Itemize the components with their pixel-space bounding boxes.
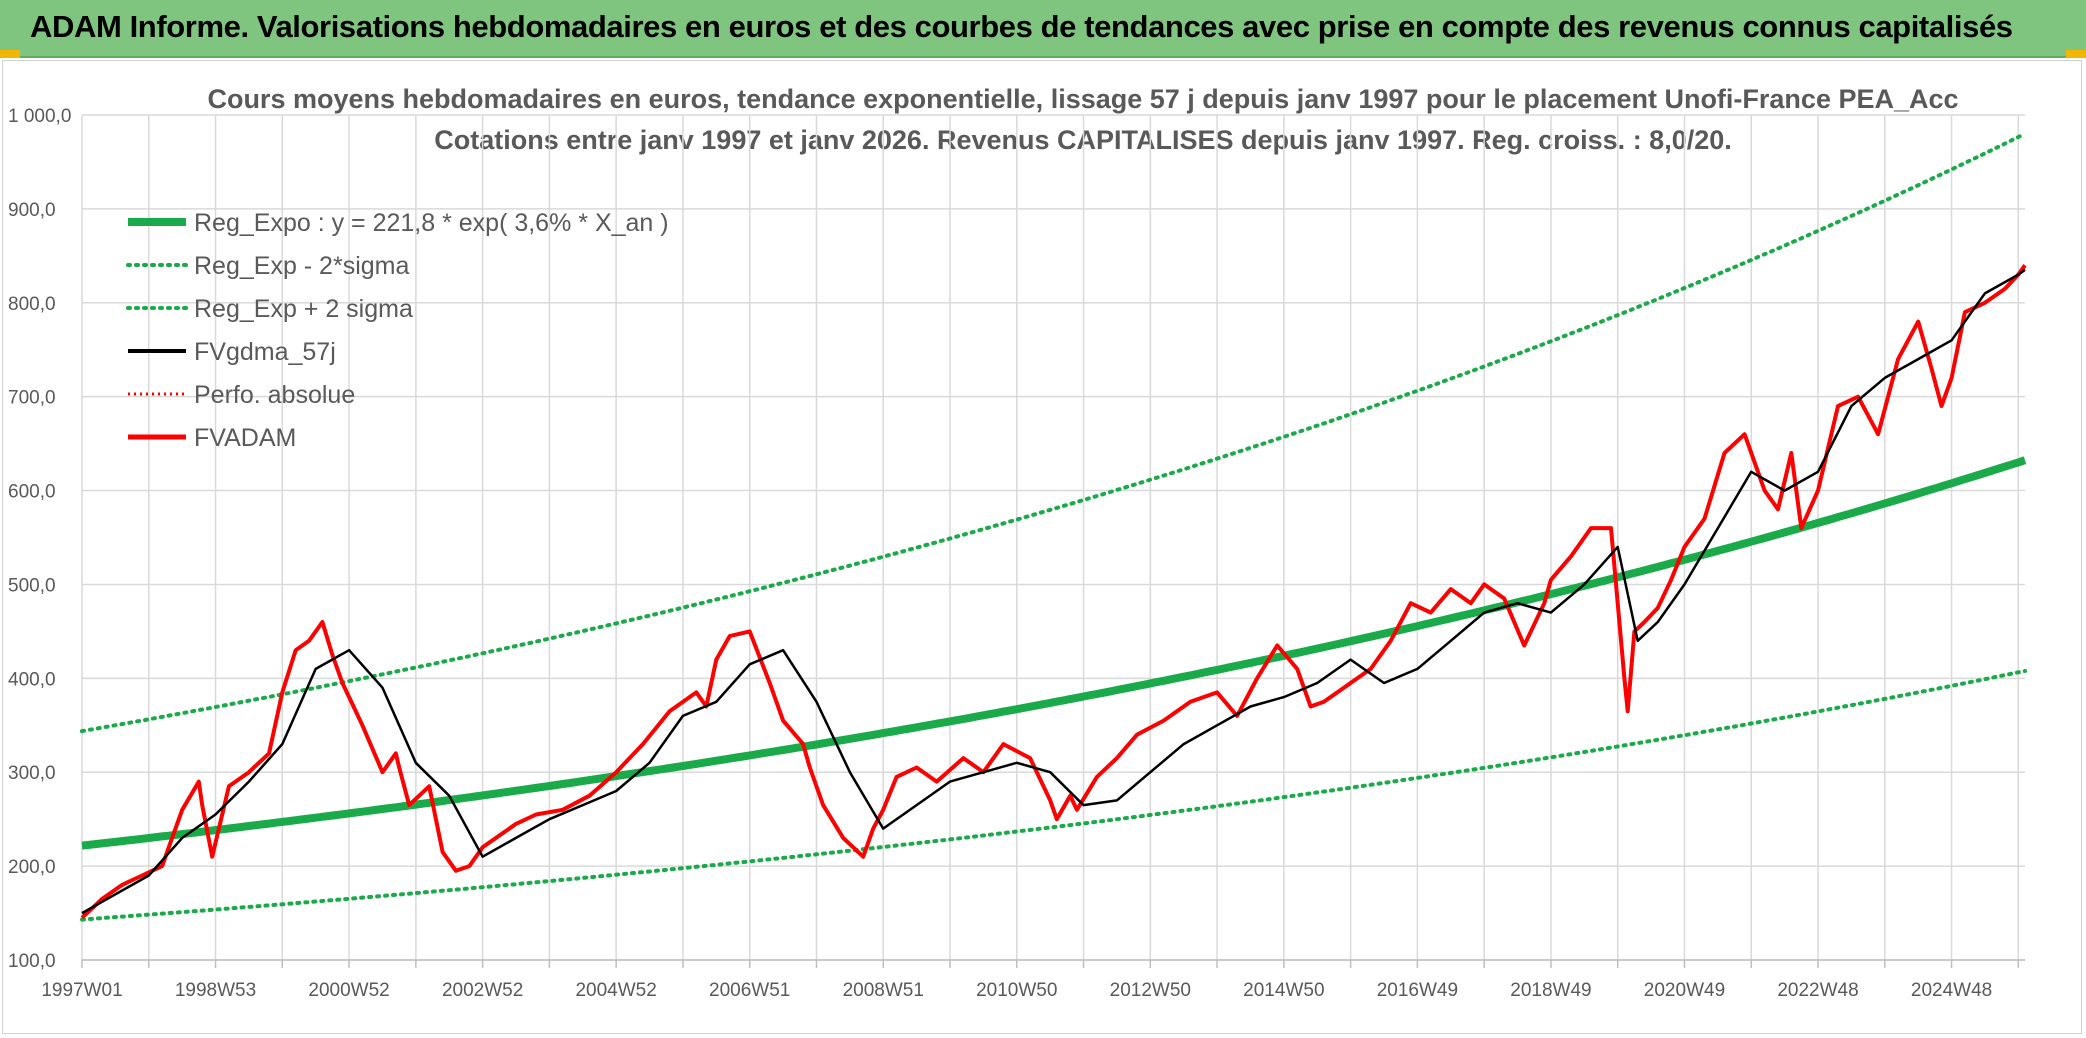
x-tick-label: 2008W51 xyxy=(843,980,924,1001)
chart-frame xyxy=(2,60,2082,1034)
legend-label: Reg_Exp - 2*sigma xyxy=(194,252,409,280)
x-tick-label: 2006W51 xyxy=(709,980,790,1001)
banner-corner-left xyxy=(0,50,20,58)
x-tick-label: 2018W49 xyxy=(1510,980,1591,1001)
series-fvgdma-57j xyxy=(81,268,2026,915)
legend-label: Reg_Exp + 2 sigma xyxy=(194,295,413,323)
y-tick-label: 400,0 xyxy=(8,669,56,690)
y-tick-label: 200,0 xyxy=(8,857,56,878)
x-tick-label: 2014W50 xyxy=(1243,980,1324,1001)
legend-label: Reg_Expo : y = 221,8 * exp( 3,6% * X_an … xyxy=(194,209,669,237)
y-tick-label: 500,0 xyxy=(8,575,56,596)
y-tick-label: 600,0 xyxy=(8,482,56,503)
x-tick-label: 2002W52 xyxy=(442,980,523,1001)
x-tick-label: 1997W01 xyxy=(41,980,122,1001)
legend-label: Perfo. absolue xyxy=(194,381,355,409)
series-reg-expo xyxy=(81,456,2027,850)
y-tick-label: 300,0 xyxy=(8,763,56,784)
series-reg-exp-minus-2-sigma xyxy=(80,669,2027,922)
banner-corner-right xyxy=(2066,50,2086,58)
x-tick-label: 1998W53 xyxy=(175,980,256,1001)
x-tick-label: 2000W52 xyxy=(308,980,389,1001)
y-tick-label: 800,0 xyxy=(8,294,56,315)
legend-label: FVgdma_57j xyxy=(194,338,336,366)
y-tick-label: 700,0 xyxy=(8,388,56,409)
x-tick-label: 2020W49 xyxy=(1644,980,1725,1001)
x-tick-label: 2022W48 xyxy=(1777,980,1858,1001)
chart-title: Cours moyens hebdomadaires en euros, ten… xyxy=(207,84,1959,114)
x-tick-label: 2010W50 xyxy=(976,980,1057,1001)
y-tick-label: 100,0 xyxy=(8,951,56,972)
series-fvadam xyxy=(80,264,2027,920)
header-banner: ADAM Informe. Valorisations hebdomadaire… xyxy=(0,0,2086,58)
x-tick-label: 2016W49 xyxy=(1377,980,1458,1001)
x-tick-label: 2004W52 xyxy=(575,980,656,1001)
series-reg-exp-plus-2-sigma xyxy=(80,131,2027,734)
x-tick-label: 2024W48 xyxy=(1911,980,1992,1001)
report-title: ADAM Informe. Valorisations hebdomadaire… xyxy=(30,9,2013,44)
y-tick-label: 1 000,0 xyxy=(8,106,71,127)
y-tick-label: 900,0 xyxy=(8,200,56,221)
legend-label: FVADAM xyxy=(194,424,296,452)
x-tick-label: 2012W50 xyxy=(1110,980,1191,1001)
